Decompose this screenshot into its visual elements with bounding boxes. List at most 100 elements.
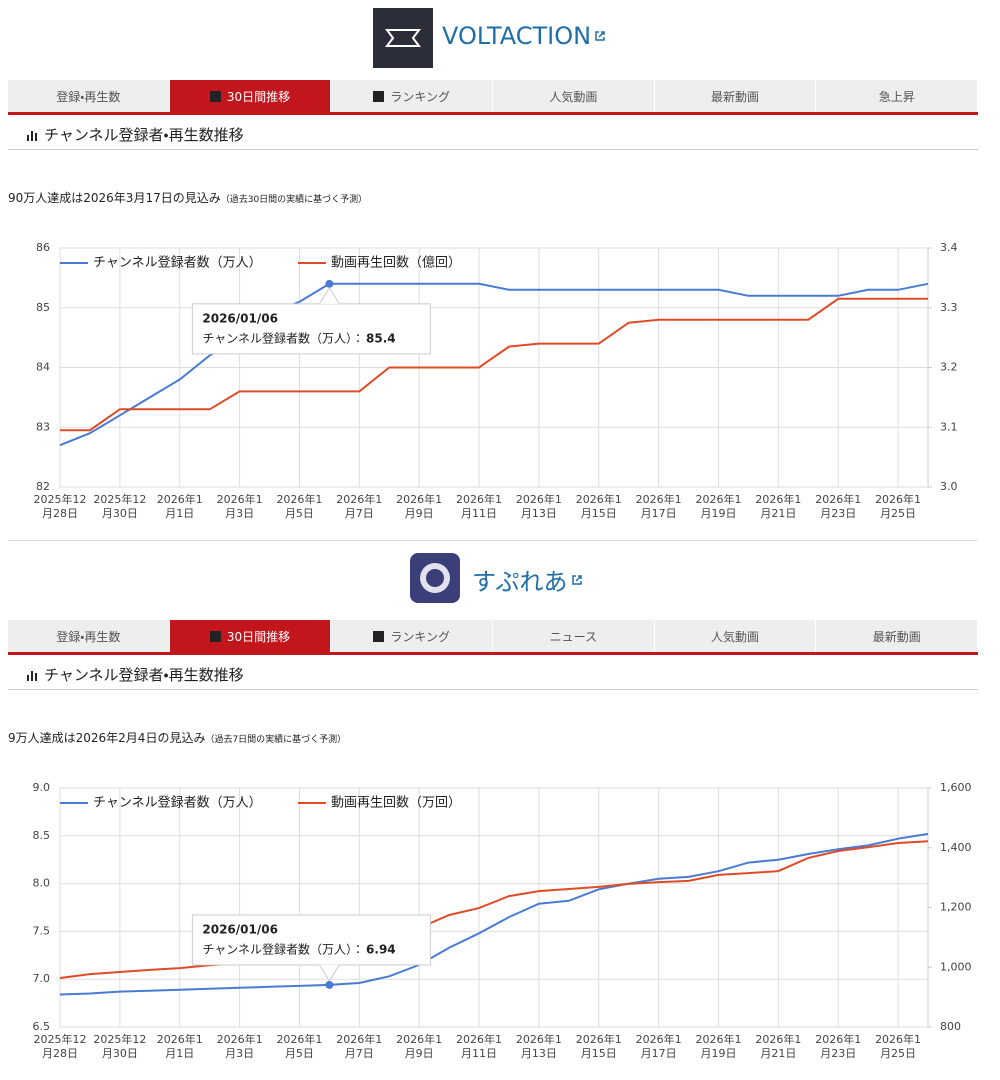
x-tick-label: 2025年12 月30日 bbox=[93, 492, 146, 520]
y-tick-label: 86 bbox=[36, 241, 50, 254]
x-tick-label: 2026年1 月11日 bbox=[456, 1032, 502, 1060]
heading-text: チャンネル登録者・再生数推移 bbox=[44, 126, 244, 144]
tab[interactable]: ランキング bbox=[331, 620, 494, 652]
series-line bbox=[59, 840, 929, 979]
legend-label: チャンネル登録者数（万人） bbox=[93, 796, 262, 811]
y2-tick-label: 3.2 bbox=[940, 361, 958, 374]
legend-label: 動画再生回数（億回） bbox=[331, 256, 461, 271]
channel-link[interactable]: VOLTACTION bbox=[442, 22, 606, 50]
hover-point bbox=[325, 980, 334, 989]
channel-logo bbox=[410, 553, 460, 603]
x-tick-label: 2025年12 月28日 bbox=[34, 492, 87, 520]
tab[interactable]: 急上昇 bbox=[816, 80, 979, 112]
chart: 82 83 84 85 86 3.0 3.1 3.2 3.3 3.4 2025年12 月28日2025… bbox=[34, 241, 958, 520]
tab[interactable]: 30日間推移 bbox=[169, 620, 332, 652]
y-tick-label: 9.0 bbox=[33, 781, 51, 794]
heading-icon bbox=[27, 670, 37, 681]
tab-label[interactable]: ランキング bbox=[390, 629, 450, 644]
y2-tick-label: 1,600 bbox=[940, 781, 972, 794]
forecast-text: 9万人達成は2026年2月4日の見込み bbox=[8, 731, 206, 745]
y2-tick-label: 1,000 bbox=[940, 960, 972, 973]
tooltip-pointer bbox=[318, 964, 340, 982]
channel-name[interactable]: すぷれあ bbox=[472, 568, 568, 596]
tab-label[interactable]: 30日間推移 bbox=[226, 89, 291, 104]
x-tick-label: 2026年1 月15日 bbox=[576, 1032, 622, 1060]
x-tick-label: 2026年1 月9日 bbox=[396, 1032, 442, 1060]
x-tick-label: 2026年1 月5日 bbox=[276, 1032, 322, 1060]
y-tick-label: 82 bbox=[36, 480, 50, 493]
tab[interactable]: 最新動画 bbox=[816, 620, 979, 652]
x-tick-label: 2026年1 月1日 bbox=[157, 1032, 203, 1060]
x-tick-label: 2026年1 月3日 bbox=[217, 492, 263, 520]
tab[interactable]: 人気動画 bbox=[655, 620, 817, 652]
y2-tick-label: 1,400 bbox=[940, 841, 972, 854]
tab-label[interactable]: 30日間推移 bbox=[226, 629, 291, 644]
x-tick-label: 2026年1 月21日 bbox=[755, 1032, 801, 1060]
tooltip-label: チャンネル登録者数（万人）： bbox=[202, 330, 364, 345]
y2-tick-label: 3.1 bbox=[940, 420, 958, 433]
tooltip-box bbox=[191, 303, 431, 355]
x-tick-label: 2026年1 月23日 bbox=[815, 1032, 861, 1060]
channel-logo bbox=[373, 8, 433, 68]
y-tick-label: 8.5 bbox=[33, 829, 51, 842]
heading-text: チャンネル登録者・再生数推移 bbox=[44, 666, 244, 684]
tab[interactable]: ランキング bbox=[331, 80, 494, 112]
x-tick-label: 2026年1 月25日 bbox=[875, 1032, 921, 1060]
y-tick-label: 6.5 bbox=[33, 1020, 51, 1033]
x-tick-label: 2026年1 月7日 bbox=[336, 492, 382, 520]
tab-icon bbox=[209, 90, 221, 102]
legend-label: チャンネル登録者数（万人） bbox=[93, 256, 262, 271]
forecast-note: （過去7日間の実績に基づく予測） bbox=[205, 735, 347, 745]
x-tick-label: 2026年1 月9日 bbox=[396, 492, 442, 520]
x-tick-label: 2026年1 月1日 bbox=[157, 492, 203, 520]
y-tick-label: 8.0 bbox=[33, 877, 51, 890]
x-tick-label: 2026年1 月25日 bbox=[875, 492, 921, 520]
channel-name[interactable]: VOLTACTION bbox=[442, 22, 592, 50]
tab-icon bbox=[373, 630, 385, 642]
tab-label[interactable]: ランキング bbox=[390, 89, 450, 104]
tab[interactable]: 登録・再生数 bbox=[8, 620, 170, 652]
section-heading: チャンネル登録者・再生数推移 bbox=[8, 660, 978, 690]
x-tick-label: 2026年1 月13日 bbox=[516, 492, 562, 520]
y-tick-label: 7.0 bbox=[33, 972, 51, 985]
tab[interactable]: 登録・再生数 bbox=[8, 80, 170, 112]
x-tick-label: 2026年1 月3日 bbox=[217, 1032, 263, 1060]
tab-bar: 登録・再生数 30日間推移 ランキング 人気動画 最新動画 急上昇 bbox=[8, 80, 979, 115]
tooltip-value: 85.4 bbox=[366, 331, 396, 345]
tab[interactable]: ニュース bbox=[493, 620, 655, 652]
channel-link[interactable]: すぷれあ bbox=[472, 562, 583, 597]
y-tick-label: 83 bbox=[36, 420, 50, 433]
tab-bar: 登録・再生数 30日間推移 ランキング ニュース 人気動画 最新動画 bbox=[8, 620, 979, 655]
x-tick-label: 2026年1 月5日 bbox=[276, 492, 322, 520]
tooltip-value: 6.94 bbox=[366, 942, 396, 956]
legend-label: 動画再生回数（万回） bbox=[331, 796, 461, 811]
x-tick-label: 2026年1 月19日 bbox=[695, 1032, 741, 1060]
x-tick-label: 2026年1 月17日 bbox=[636, 492, 682, 520]
y2-tick-label: 3.3 bbox=[940, 301, 958, 314]
x-tick-label: 2026年1 月7日 bbox=[336, 1032, 382, 1060]
tooltip-pointer bbox=[318, 286, 340, 305]
tab[interactable]: 最新動画 bbox=[655, 80, 817, 112]
y2-tick-label: 3.0 bbox=[940, 480, 958, 493]
y-tick-label: 85 bbox=[36, 301, 50, 314]
y2-tick-label: 1,200 bbox=[940, 901, 972, 914]
series-line bbox=[59, 832, 929, 996]
x-tick-label: 2026年1 月17日 bbox=[636, 1032, 682, 1060]
tab-icon bbox=[373, 90, 385, 102]
x-tick-label: 2026年1 月11日 bbox=[456, 492, 502, 520]
series-line bbox=[60, 297, 928, 432]
tab[interactable]: 30日間推移 bbox=[169, 80, 332, 112]
x-tick-label: 2026年1 月21日 bbox=[755, 492, 801, 520]
x-tick-label: 2026年1 月13日 bbox=[516, 1032, 562, 1060]
tab[interactable]: 人気動画 bbox=[493, 80, 655, 112]
x-tick-label: 2025年12 月28日 bbox=[34, 1032, 87, 1060]
tooltip-label: チャンネル登録者数（万人）： bbox=[202, 941, 364, 956]
plot-border bbox=[59, 787, 929, 1028]
x-tick-label: 2026年1 月23日 bbox=[815, 492, 861, 520]
chart: 6.5 7.0 7.5 8.0 8.5 9.0 800 1,000 1,200 1,400 1,60… bbox=[33, 781, 972, 1060]
tab-icon bbox=[209, 630, 221, 642]
heading-icon bbox=[27, 130, 37, 141]
hover-point bbox=[325, 279, 334, 288]
tooltip: 2026/01/06 チャンネル登録者数（万人）： 6.94 bbox=[191, 914, 431, 982]
x-tick-label: 2026年1 月19日 bbox=[695, 492, 741, 520]
